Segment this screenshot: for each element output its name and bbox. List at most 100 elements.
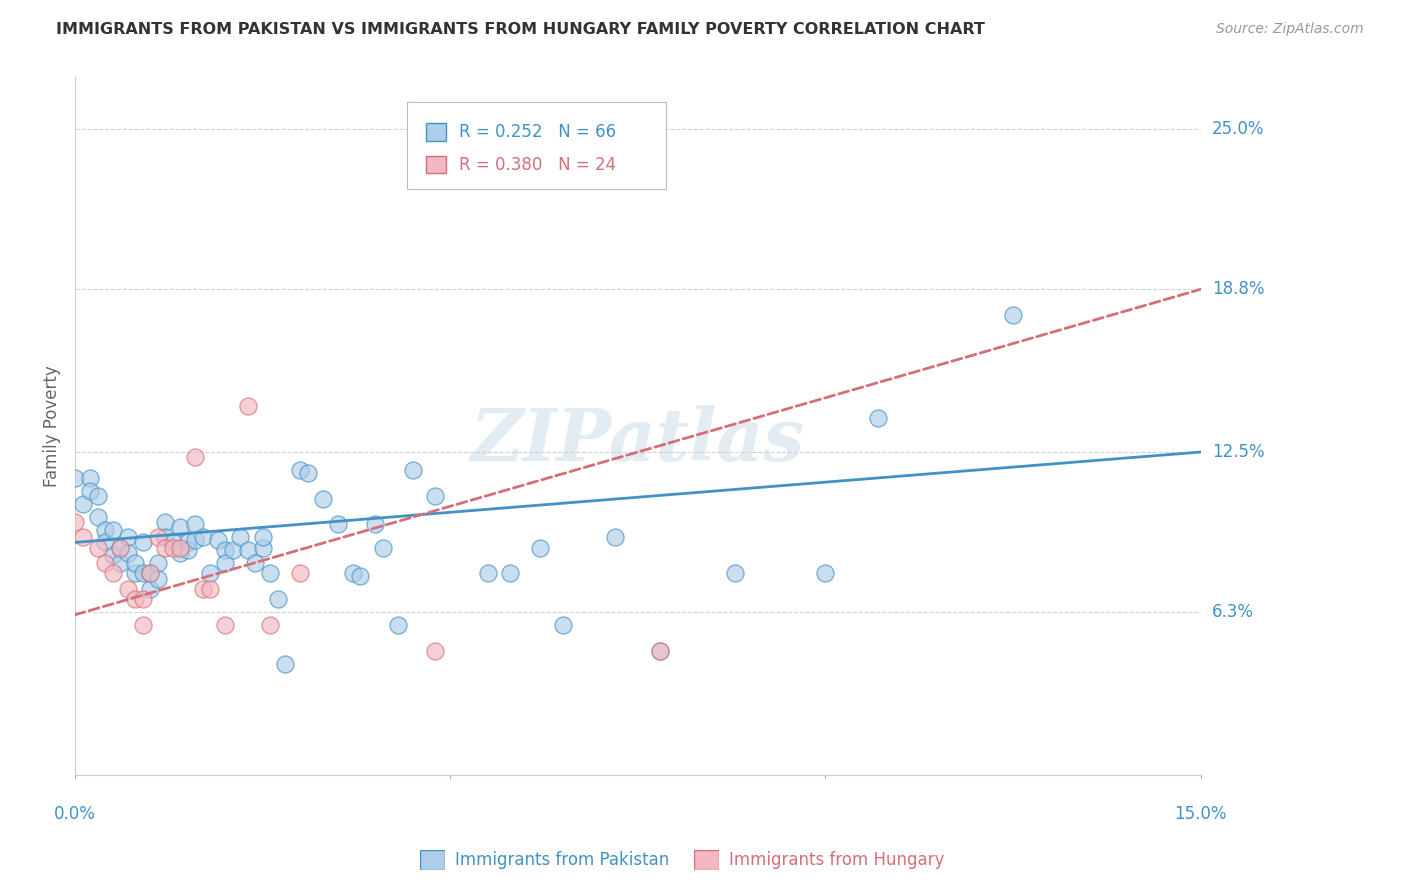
Point: [191, 582, 214, 596]
Text: 6.3%: 6.3%: [1212, 603, 1254, 621]
Text: Source: ZipAtlas.com: Source: ZipAtlas.com: [1216, 22, 1364, 37]
Point: [101, 566, 124, 581]
Point: [108, 556, 131, 570]
Point: [139, 566, 162, 581]
Text: 12.5%: 12.5%: [1212, 443, 1264, 461]
Point: [117, 530, 139, 544]
Point: [117, 582, 139, 596]
Point: [724, 566, 747, 581]
Point: [108, 541, 131, 555]
Point: [311, 491, 333, 506]
Point: [184, 533, 207, 547]
Point: [176, 543, 198, 558]
Point: [86, 541, 108, 555]
Point: [101, 523, 124, 537]
Point: [131, 592, 153, 607]
Point: [184, 517, 207, 532]
Point: [124, 566, 146, 581]
Point: [124, 556, 146, 570]
Point: [499, 566, 522, 581]
Point: [63, 471, 86, 485]
Point: [169, 546, 191, 560]
Point: [131, 535, 153, 549]
Point: [266, 592, 288, 607]
Point: [371, 541, 394, 555]
Point: [101, 549, 124, 563]
Point: [146, 572, 169, 586]
Text: R = 0.252   N = 66: R = 0.252 N = 66: [460, 123, 617, 141]
Point: [252, 541, 274, 555]
Point: [364, 517, 387, 532]
Point: [814, 566, 837, 581]
Point: [425, 489, 447, 503]
Point: [86, 489, 108, 503]
Point: [86, 509, 108, 524]
Point: [162, 541, 184, 555]
Text: 15.0%: 15.0%: [1174, 805, 1227, 823]
Point: [198, 582, 221, 596]
Point: [176, 535, 198, 549]
Point: [162, 535, 184, 549]
Point: [214, 543, 236, 558]
Point: [259, 618, 281, 632]
Text: 18.8%: 18.8%: [1212, 280, 1264, 298]
Point: [529, 541, 551, 555]
Point: [79, 483, 101, 498]
Point: [288, 566, 311, 581]
Point: [191, 530, 214, 544]
Point: [425, 644, 447, 658]
Point: [72, 530, 94, 544]
Point: [169, 541, 191, 555]
Bar: [426, 123, 446, 141]
Point: [153, 530, 176, 544]
Point: [243, 556, 266, 570]
Point: [288, 463, 311, 477]
Point: [236, 543, 259, 558]
Point: [146, 556, 169, 570]
Point: [117, 546, 139, 560]
Point: [214, 556, 236, 570]
Point: [605, 530, 627, 544]
Point: [72, 497, 94, 511]
Point: [342, 566, 364, 581]
Point: [387, 618, 409, 632]
Point: [650, 644, 672, 658]
Text: ZIPatlas: ZIPatlas: [471, 405, 804, 475]
Point: [221, 543, 243, 558]
Point: [153, 515, 176, 529]
Point: [551, 618, 574, 632]
Point: [326, 517, 349, 532]
Point: [274, 657, 297, 671]
Point: [866, 411, 889, 425]
Point: [131, 618, 153, 632]
Text: 0.0%: 0.0%: [53, 805, 96, 823]
Text: IMMIGRANTS FROM PAKISTAN VS IMMIGRANTS FROM HUNGARY FAMILY POVERTY CORRELATION C: IMMIGRANTS FROM PAKISTAN VS IMMIGRANTS F…: [56, 22, 986, 37]
Point: [259, 566, 281, 581]
Point: [214, 618, 236, 632]
Point: [252, 530, 274, 544]
Point: [124, 592, 146, 607]
Point: [650, 644, 672, 658]
Point: [94, 523, 117, 537]
Point: [198, 566, 221, 581]
Point: [477, 566, 499, 581]
Y-axis label: Family Poverty: Family Poverty: [44, 366, 60, 487]
Text: R = 0.380   N = 24: R = 0.380 N = 24: [460, 155, 617, 174]
Point: [79, 471, 101, 485]
Point: [63, 515, 86, 529]
Text: Immigrants from Pakistan: Immigrants from Pakistan: [456, 851, 669, 869]
Point: [108, 541, 131, 555]
Bar: [426, 156, 446, 173]
Point: [153, 541, 176, 555]
Text: Immigrants from Hungary: Immigrants from Hungary: [730, 851, 945, 869]
Point: [236, 399, 259, 413]
Point: [349, 569, 371, 583]
Point: [184, 450, 207, 465]
Point: [1002, 308, 1025, 322]
FancyBboxPatch shape: [408, 102, 666, 189]
Point: [229, 530, 252, 544]
Point: [94, 535, 117, 549]
Point: [139, 582, 162, 596]
Text: 25.0%: 25.0%: [1212, 120, 1264, 138]
Point: [207, 533, 229, 547]
